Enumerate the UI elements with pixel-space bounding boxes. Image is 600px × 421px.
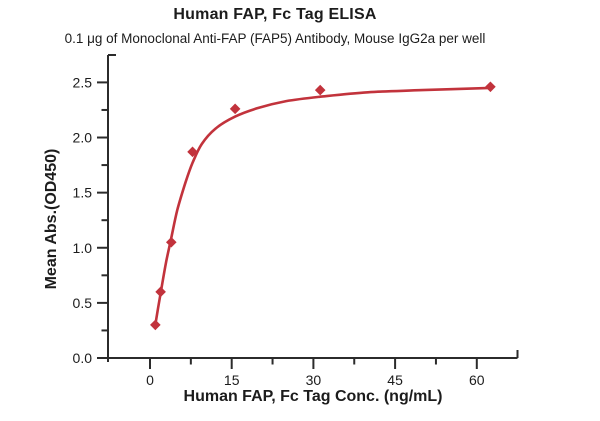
y-tick-label: 0.0 bbox=[73, 350, 93, 366]
y-tick-label: 2.0 bbox=[73, 130, 93, 146]
data-point-diamond bbox=[314, 84, 326, 96]
data-point-diamond bbox=[150, 319, 161, 331]
x-tick-label: 15 bbox=[224, 372, 240, 388]
y-tick-label: 1.0 bbox=[73, 240, 93, 256]
x-tick-label: 0 bbox=[146, 372, 154, 388]
fit-curve bbox=[154, 86, 492, 327]
y-tick-label: 1.5 bbox=[73, 185, 93, 201]
data-point-diamond bbox=[485, 81, 496, 93]
data-point-diamond bbox=[187, 146, 198, 158]
x-tick-label: 30 bbox=[306, 372, 322, 388]
x-tick-label: 45 bbox=[387, 372, 403, 388]
data-point-diamond bbox=[155, 286, 166, 298]
y-tick-label: 2.5 bbox=[73, 74, 93, 90]
x-tick-label: 60 bbox=[469, 372, 485, 388]
y-tick-label: 0.5 bbox=[73, 295, 93, 311]
data-point-diamond bbox=[229, 103, 241, 115]
chart-subtitle: 0.1 μg of Monoclonal Anti-FAP (FAP5) Ant… bbox=[64, 31, 486, 46]
chart-title: Human FAP, Fc Tag ELISA bbox=[173, 6, 377, 23]
data-point-diamond bbox=[165, 236, 177, 248]
x-axis-title: Human FAP, Fc Tag Conc. (ng/mL) bbox=[183, 388, 443, 405]
